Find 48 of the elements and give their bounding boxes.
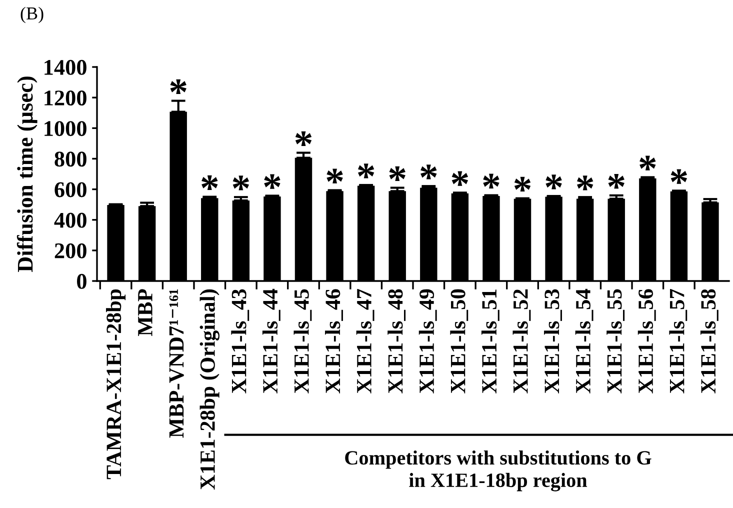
y-tick-label: 400 <box>54 212 86 228</box>
x-tick-label: X1E1-ls_44 <box>262 288 280 394</box>
annotation: * <box>670 169 688 184</box>
annotation: * <box>232 176 250 190</box>
x-tick-label: X1E1-28bp (Original) <box>200 289 220 490</box>
y-tick-label: 600 <box>54 182 86 198</box>
annotation: * <box>514 176 531 192</box>
annotation: * <box>640 156 656 170</box>
y-tick-label: 800 <box>54 152 86 167</box>
x-tick-label: X1E1-ls_54 <box>575 288 594 394</box>
x-tick-label: X1E1-ls_48 <box>388 289 406 394</box>
annotation: * <box>264 174 280 189</box>
x-tick-label: X1E1-ls_45 <box>294 289 312 394</box>
chart-title: (B) <box>20 6 44 24</box>
annotation: * <box>202 175 218 190</box>
annotation: * <box>295 131 312 146</box>
x-tick-label: TAMRA-X1E1-28bp <box>106 289 126 480</box>
y-tick-label: 1000 <box>44 121 86 136</box>
annotation: * <box>452 171 468 186</box>
y-tick-label: 1400 <box>44 60 86 75</box>
annotation: * <box>389 166 406 181</box>
x-tick-label: X1E1-ls_47 <box>356 289 374 394</box>
x-tick-label: X1E1-ls_56 <box>638 289 656 394</box>
x-tick-label: X1E1-ls_53 <box>544 289 562 394</box>
x-tick-label: X1E1-ls_58 <box>700 289 718 394</box>
annotation: * <box>326 168 343 184</box>
annotation: * <box>608 174 624 189</box>
x-tick-label: X1E1-ls_55 <box>606 289 625 394</box>
annotation: * <box>483 174 500 188</box>
x-tick-label: X1E1-ls_49 <box>418 289 437 394</box>
x-tick-label: X1E1-ls_46 <box>325 289 343 394</box>
x-tick-label: X1E1-ls_43 <box>231 289 250 394</box>
annotation: * <box>358 164 374 178</box>
annotation: * <box>546 174 562 190</box>
y-tick-label: 0 <box>77 274 86 289</box>
x-tick-label: MBP-VND7¹⁻¹⁶¹ <box>169 289 184 438</box>
x-tick-label: X1E1-ls_51 <box>481 290 500 394</box>
x-tick-label: MBP <box>138 289 152 336</box>
annotation: * <box>170 79 186 94</box>
y-tick-label: 200 <box>54 243 86 258</box>
y-axis-title: Diffusion time (µsec) <box>16 76 38 272</box>
text: Competitors with substitutions to G in X1E1-18bp region <box>345 450 652 492</box>
x-tick-label: X1E1-ls_52 <box>512 289 531 394</box>
annotation: * <box>576 176 594 190</box>
x-tick-label: X1E1-ls_57 <box>669 289 688 394</box>
y-tick-label: 1200 <box>44 90 86 106</box>
x-tick-label: X1E1-ls_50 <box>450 289 468 394</box>
annotation: * <box>420 164 437 180</box>
